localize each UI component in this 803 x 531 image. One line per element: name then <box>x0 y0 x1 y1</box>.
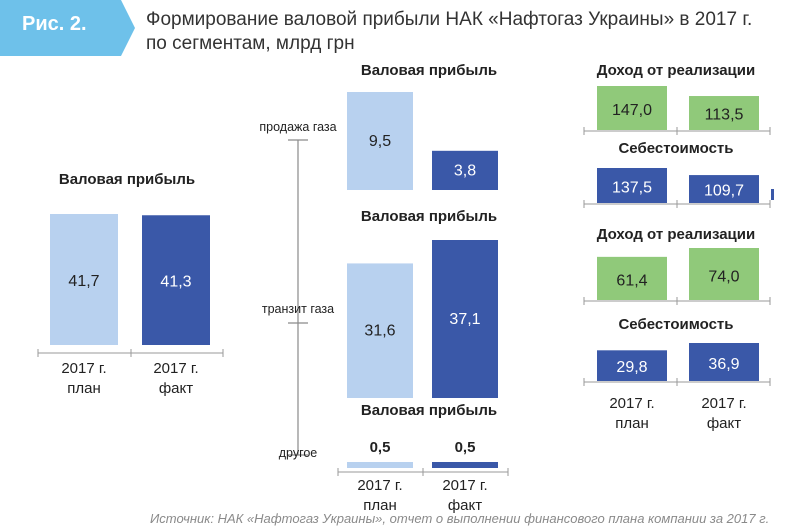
gas-sales-bar-1 <box>347 92 413 190</box>
transit-cost-value-label-2: 36,9 <box>708 356 739 373</box>
right-category-label-1-line-2: план <box>615 415 649 432</box>
transit-revenue-bar-2 <box>689 248 759 300</box>
right-category-label-2-line-2: факт <box>707 415 741 432</box>
total-category-label-1-line-2: план <box>67 380 101 397</box>
other-value-label-2: 0,5 <box>455 439 476 456</box>
transit-title: Валовая прибыль <box>361 208 497 225</box>
segment-label-other: другое <box>279 446 318 460</box>
total-bar-2 <box>142 215 210 345</box>
middle-category-label-1-line-1: 2017 г. <box>357 477 402 494</box>
cost-edge-mark <box>771 189 774 200</box>
total-category-label-2-line-2: факт <box>159 380 193 397</box>
transit-bar-2 <box>432 240 498 398</box>
transit-cost-title: Себестоимость <box>618 316 733 333</box>
right-category-label-2-line-1: 2017 г. <box>701 395 746 412</box>
transit-cost-bar-2 <box>689 343 759 381</box>
gas-sales-title: Валовая прибыль <box>361 62 497 79</box>
gas-sales-value-label-1: 9,5 <box>369 133 391 150</box>
transit-value-label-2: 37,1 <box>449 311 480 328</box>
figure-number: Рис. 2. <box>22 13 87 35</box>
gas-sales-cost-bar-1 <box>597 168 667 203</box>
total-value-label-2: 41,3 <box>160 274 191 291</box>
figure-badge-arrow <box>121 0 135 56</box>
figure-title-line-1: Формирование валовой прибыли НАК «Нафтог… <box>146 9 753 30</box>
transit-revenue-value-label-2: 74,0 <box>708 269 739 286</box>
other-bar-2 <box>432 462 498 468</box>
middle-category-label-2-line-2: факт <box>448 497 482 514</box>
source-note: Источник: НАК «Нафтогаз Украины», отчет … <box>150 511 770 526</box>
gas-sales-revenue-bar-2 <box>689 96 759 130</box>
gas-sales-revenue-value-label-2: 113,5 <box>705 107 744 124</box>
right-category-label-1-line-1: 2017 г. <box>609 395 654 412</box>
gas-sales-revenue-title: Доход от реализации <box>597 62 755 79</box>
gas-sales-cost-value-label-2: 109,7 <box>704 182 744 199</box>
figure-badge <box>0 0 121 56</box>
total-bar-1 <box>50 214 118 345</box>
gas-sales-revenue-value-label-1: 147,0 <box>612 102 652 119</box>
middle-category-label-2-line-1: 2017 г. <box>442 477 487 494</box>
other-bar-1 <box>347 462 413 468</box>
total-category-label-2-line-1: 2017 г. <box>153 360 198 377</box>
other-title: Валовая прибыль <box>361 402 497 419</box>
transit-bar-1 <box>347 263 413 398</box>
segment-label-transit: транзит газа <box>262 302 334 316</box>
transit-revenue-title: Доход от реализации <box>597 226 755 243</box>
segment-label-gas-sales: продажа газа <box>259 120 336 134</box>
total-value-label-1: 41,7 <box>68 273 99 290</box>
other-value-label-1: 0,5 <box>370 439 391 456</box>
total-category-label-1-line-1: 2017 г. <box>61 360 106 377</box>
figure-title-line-2: по сегментам, млрд грн <box>146 33 355 54</box>
total-title: Валовая прибыль <box>59 171 195 188</box>
transit-revenue-bar-1 <box>597 256 667 300</box>
gas-sales-revenue-bar-1 <box>597 86 667 130</box>
gas-sales-cost-value-label-1: 137,5 <box>612 179 652 196</box>
gas-sales-value-label-2: 3,8 <box>454 162 476 179</box>
transit-cost-bar-1 <box>597 350 667 381</box>
gas-sales-cost-bar-2 <box>689 175 759 203</box>
middle-category-label-1-line-2: план <box>363 497 397 514</box>
transit-value-label-1: 31,6 <box>364 323 395 340</box>
transit-revenue-value-label-1: 61,4 <box>616 273 647 290</box>
transit-cost-value-label-1: 29,8 <box>616 359 647 376</box>
gas-sales-bar-2 <box>432 150 498 190</box>
gas-sales-cost-title: Себестоимость <box>618 140 733 157</box>
